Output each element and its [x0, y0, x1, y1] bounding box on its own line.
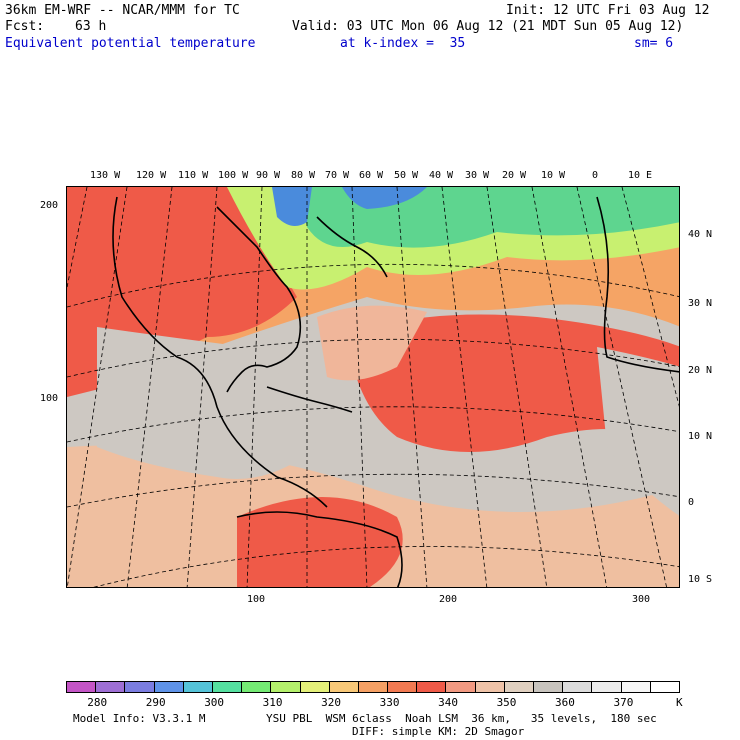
color-swatch	[183, 682, 213, 692]
color-scale-label: 310	[262, 696, 283, 709]
color-scale-label: 330	[379, 696, 400, 709]
color-scale-label: 280	[87, 696, 108, 709]
field-name: Equivalent potential temperature	[5, 36, 256, 51]
physics-info: YSU PBL WSM 6class Noah LSM 36 km, 35 le…	[266, 712, 657, 725]
theta-e-map	[67, 187, 679, 587]
forecast-hour: 63 h	[75, 19, 107, 34]
color-swatch	[563, 682, 593, 692]
color-swatch	[96, 682, 126, 692]
lon-tick: 120 W	[136, 170, 167, 181]
color-scale-bar	[66, 681, 680, 693]
color-swatch	[417, 682, 447, 692]
lon-tick: 130 W	[90, 170, 121, 181]
color-swatch	[592, 682, 622, 692]
atlantic-hot-region	[347, 314, 679, 452]
lat-tick: 40 N	[688, 229, 713, 240]
lon-tick: 0	[592, 170, 599, 181]
color-swatch	[154, 682, 184, 692]
lon-tick: 30 W	[465, 170, 490, 181]
color-scale-label: 350	[496, 696, 517, 709]
smoothing-info: sm= 6	[634, 36, 674, 51]
valid-time: Valid: 03 UTC Mon 06 Aug 12 (21 MDT Sun …	[292, 19, 684, 34]
labrador-cool-patch	[342, 187, 427, 209]
color-swatch	[242, 682, 272, 692]
lat-tick: 0	[688, 497, 695, 508]
model-title: 36km EM-WRF -- NCAR/MMM for TC	[5, 3, 240, 18]
init-time: Init: 12 UTC Fri 03 Aug 12	[506, 3, 710, 18]
color-swatch	[534, 682, 564, 692]
color-swatch	[67, 682, 97, 692]
color-swatch	[125, 682, 155, 692]
map-panel	[66, 186, 680, 588]
africa-gray-region	[597, 347, 679, 516]
lon-tick: 80 W	[291, 170, 316, 181]
grid-x-tick: 100	[247, 594, 266, 605]
lon-tick: 70 W	[325, 170, 350, 181]
diffusion-info: DIFF: simple KM: 2D Smagor	[352, 725, 525, 738]
lon-tick: 110 W	[178, 170, 209, 181]
color-swatch	[271, 682, 301, 692]
grid-x-tick: 300	[632, 594, 651, 605]
south-america-hot	[237, 497, 403, 587]
graticule	[67, 187, 679, 587]
lon-tick: 40 W	[429, 170, 454, 181]
lon-tick: 100 W	[218, 170, 249, 181]
color-swatch	[650, 682, 679, 692]
color-scale-label: 290	[145, 696, 166, 709]
lon-tick: 10 E	[628, 170, 653, 181]
grid-x-tick: 200	[439, 594, 458, 605]
coastlines	[112, 196, 679, 587]
model-info: Model Info: V3.3.1 M	[73, 712, 206, 725]
color-swatch	[329, 682, 359, 692]
atlantic-peach-region	[317, 305, 427, 381]
grid-y-tick: 100	[40, 393, 59, 404]
lon-tick: 90 W	[256, 170, 281, 181]
color-swatch	[300, 682, 330, 692]
color-swatch	[446, 682, 476, 692]
lat-tick: 10 S	[688, 574, 713, 585]
grid-y-tick: 200	[40, 200, 59, 211]
forecast-label: Fcst:	[5, 19, 45, 34]
color-swatch	[475, 682, 505, 692]
color-scale-label: 300	[204, 696, 225, 709]
lon-tick: 20 W	[502, 170, 527, 181]
lon-tick: 60 W	[359, 170, 384, 181]
color-scale-label: 320	[321, 696, 342, 709]
color-swatch	[212, 682, 243, 692]
color-scale-label: 370	[613, 696, 634, 709]
lat-tick: 10 N	[688, 431, 713, 442]
lat-tick: 20 N	[688, 365, 713, 376]
lon-tick: 10 W	[541, 170, 566, 181]
lat-tick: 30 N	[688, 298, 713, 309]
color-swatch	[504, 682, 534, 692]
lon-tick: 50 W	[394, 170, 419, 181]
color-swatch	[388, 682, 418, 692]
hudson-cool-patch	[272, 187, 312, 226]
color-scale-label: 340	[438, 696, 458, 709]
color-swatch	[621, 682, 651, 692]
color-swatch	[358, 682, 389, 692]
color-scale-label: 360	[555, 696, 575, 709]
color-scale-label: K	[676, 696, 683, 709]
level-info: at k-index = 35	[340, 36, 466, 51]
